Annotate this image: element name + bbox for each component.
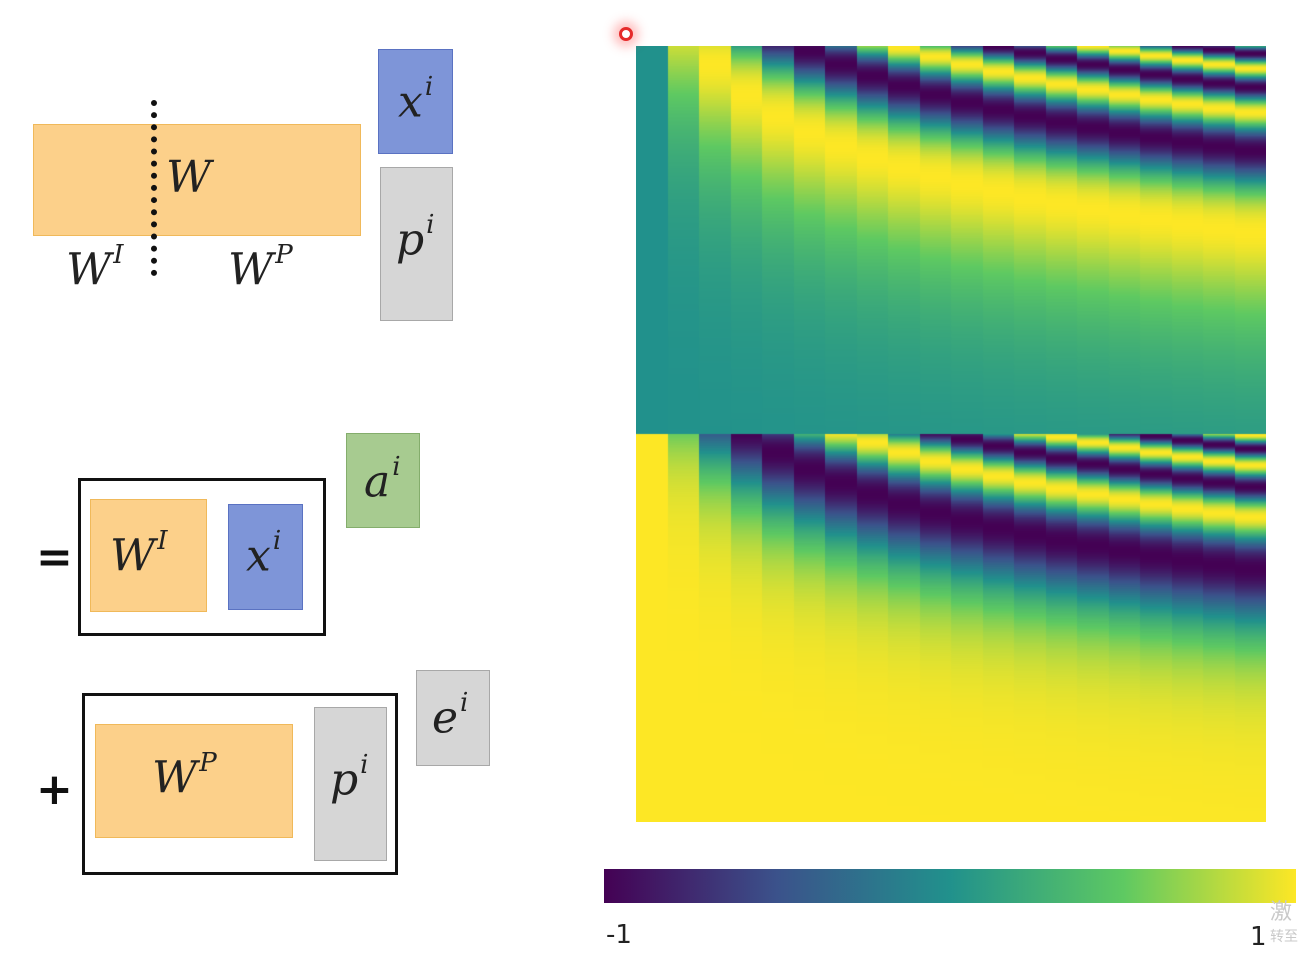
watermark-text-top: 激 (1270, 900, 1293, 925)
wi-xi-product-frame (78, 478, 326, 636)
p-i-vector (380, 167, 453, 321)
x-i-label: xi (398, 72, 434, 128)
a-i-label: ai (364, 452, 401, 508)
w-p-label: WP (228, 240, 293, 296)
wp-matrix (95, 724, 293, 838)
wi-matrix (90, 499, 207, 612)
w-matrix (33, 124, 361, 236)
wp-pi-product-frame (82, 693, 398, 875)
e-i-vector (416, 670, 490, 766)
plus-sign: + (36, 764, 73, 815)
colorbar-max-label: 1 (1250, 922, 1267, 952)
wi-label: WI (110, 526, 168, 582)
xi-label: xi (246, 526, 282, 582)
p-i-label: pi (396, 210, 435, 266)
cursor-marker-icon (619, 27, 633, 41)
x-i-vector (378, 49, 453, 154)
equals-sign: = (36, 532, 73, 583)
pi-label: pi (330, 750, 369, 806)
watermark-text-bottom: 转至 (1270, 929, 1298, 945)
colorbar (604, 869, 1296, 903)
colorbar-min-label: -1 (606, 920, 632, 950)
w-i-label: WI (66, 240, 124, 296)
pi-vector (314, 707, 387, 861)
split-dotted-line (151, 100, 157, 276)
xi-vector (228, 504, 303, 610)
e-i-label: ei (432, 688, 469, 744)
a-i-vector (346, 433, 420, 528)
positional-encoding-heatmap (636, 46, 1266, 822)
w-label: W (166, 152, 212, 203)
wp-label: WP (152, 748, 217, 804)
